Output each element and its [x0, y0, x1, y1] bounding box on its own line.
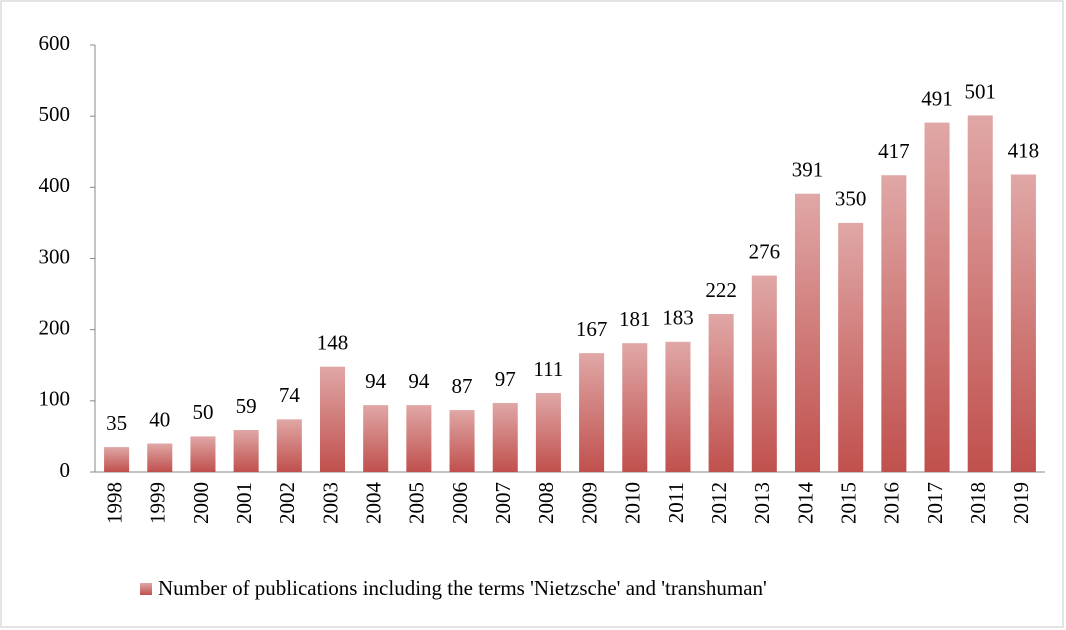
- data-label: 148: [317, 330, 349, 354]
- y-tick-label: 500: [39, 102, 71, 126]
- bar: [535, 393, 561, 472]
- y-tick-label: 400: [39, 173, 71, 197]
- x-tick-label: 2010: [621, 482, 645, 524]
- x-tick-label: 2015: [836, 482, 860, 524]
- x-tick-label: 2005: [405, 482, 429, 524]
- bar: [406, 405, 432, 472]
- bar: [708, 314, 734, 472]
- data-label: 501: [964, 79, 996, 103]
- data-label: 97: [495, 367, 516, 391]
- data-label: 350: [835, 187, 867, 211]
- x-tick-label: 2014: [793, 482, 817, 525]
- legend-swatch: [140, 583, 152, 595]
- bar: [579, 353, 605, 472]
- x-tick-label: 2009: [577, 482, 601, 524]
- data-label: 418: [1008, 138, 1040, 162]
- bar: [665, 341, 691, 472]
- x-tick-label: 2013: [750, 482, 774, 524]
- bar: [751, 275, 777, 472]
- bar: [147, 443, 173, 472]
- bar: [622, 343, 648, 472]
- x-tick-label: 2006: [448, 482, 472, 524]
- bar: [967, 115, 993, 472]
- bar: [492, 402, 518, 472]
- x-tick-label: 2008: [534, 482, 558, 524]
- y-tick-label: 300: [39, 244, 71, 268]
- x-tick-label: 1998: [102, 482, 126, 524]
- x-tick-label: 2012: [707, 482, 731, 524]
- data-label: 74: [279, 383, 301, 407]
- bar: [190, 436, 216, 472]
- x-tick-label: 2019: [1009, 482, 1033, 524]
- y-tick-label: 600: [39, 31, 71, 55]
- data-label: 35: [106, 411, 127, 435]
- data-label: 50: [192, 400, 213, 424]
- legend-label: Number of publications including the ter…: [158, 576, 767, 600]
- x-tick-label: 2018: [966, 482, 990, 524]
- y-tick-label: 100: [39, 387, 71, 411]
- x-tick-label: 2007: [491, 482, 515, 524]
- data-label: 391: [792, 158, 824, 182]
- x-tick-label: 2001: [232, 482, 256, 524]
- x-tick-label: 2004: [361, 482, 385, 525]
- bar: [276, 419, 302, 472]
- bar: [838, 222, 864, 472]
- data-label: 222: [705, 278, 737, 302]
- bar: [104, 447, 130, 472]
- bar: [363, 405, 389, 472]
- bar: [233, 430, 259, 472]
- data-label: 276: [749, 239, 781, 263]
- x-tick-label: 2016: [880, 482, 904, 524]
- x-tick-label: 2000: [189, 482, 213, 524]
- data-label: 183: [662, 306, 694, 330]
- bar: [881, 175, 907, 473]
- bar: [319, 366, 346, 472]
- x-tick-label: 2003: [318, 482, 342, 524]
- bar: [924, 122, 950, 473]
- x-tick-label: 2002: [275, 482, 299, 524]
- bar: [449, 410, 475, 472]
- data-label: 491: [921, 86, 953, 110]
- data-label: 94: [365, 369, 387, 393]
- data-label: 87: [452, 374, 473, 398]
- x-tick-label: 2011: [664, 482, 688, 523]
- data-label: 111: [533, 357, 563, 381]
- data-label: 181: [619, 307, 651, 331]
- data-label: 167: [576, 317, 608, 341]
- y-tick-label: 0: [60, 458, 71, 482]
- data-label: 59: [236, 394, 257, 418]
- bar: [1010, 174, 1036, 473]
- y-tick-label: 200: [39, 315, 71, 339]
- x-tick-label: 1999: [146, 482, 170, 524]
- data-label: 40: [149, 407, 170, 431]
- x-tick-label: 2017: [923, 482, 947, 524]
- data-label: 94: [408, 369, 430, 393]
- data-label: 417: [878, 139, 910, 163]
- bar: [794, 193, 821, 472]
